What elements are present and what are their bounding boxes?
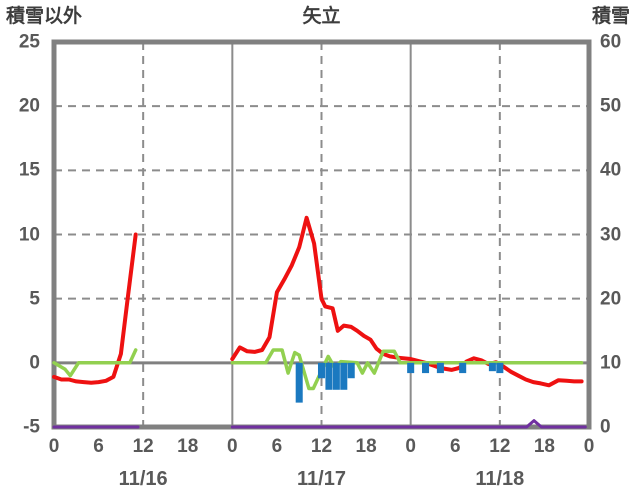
blue-bars-bar [325,362,333,390]
left-axis-tick: 5 [29,288,40,310]
day-label: 11/17 [297,468,346,490]
x-axis-tick: 12 [132,436,154,457]
left-axis-tick: 20 [18,95,40,117]
blue-bars-bar [295,362,303,403]
right-axis-title: 積雪 [591,6,630,27]
x-axis-tick: 12 [310,436,333,457]
x-axis-tick: 0 [583,436,595,457]
right-axis-tick: 10 [600,352,622,374]
blue-bars-bar [436,362,444,374]
blue-bars-bar [332,362,340,390]
right-axis-tick: 30 [600,224,622,245]
red-line [230,215,584,388]
x-axis-tick: 6 [271,436,283,457]
blue-bars-bar [496,362,504,374]
blue-bars-bar [317,362,326,379]
blue-bars-bar [347,362,355,379]
x-axis-tick: 0 [48,436,60,457]
green-line [230,348,584,391]
left-axis-tick: 0 [29,352,40,374]
x-axis-tick: 0 [405,436,416,457]
right-axis-tick: 0 [600,416,611,438]
chart-title: 矢立 [302,6,341,27]
blue-bars-bar [340,362,348,390]
left-axis-title: 積雪以外 [6,6,83,27]
blue-bars-bar [459,362,467,374]
x-axis-tick: 6 [449,436,461,457]
blue-bars-bar [407,362,415,374]
left-axis-tick: 10 [18,224,40,245]
left-axis-tick: 25 [18,31,40,53]
right-axis-tick: 50 [600,95,622,117]
x-axis-tick: 12 [489,436,511,457]
blue-bars-bar [422,362,430,374]
left-axis-tick: 15 [18,159,40,181]
right-axis-tick: 20 [600,288,622,310]
snow-depth-purple-line [230,419,587,429]
red-line [52,232,138,385]
x-axis-tick: 18 [533,436,555,457]
right-axis-tick: 60 [600,31,622,53]
right-axis-tick: 40 [600,159,622,181]
left-axis-tick: -5 [23,416,40,438]
x-axis-tick: 18 [355,436,377,457]
x-axis-tick: 18 [177,436,199,457]
x-axis-tick: 0 [227,436,238,457]
blue-bars-bar [488,362,496,372]
green-line [52,348,138,378]
day-label: 11/18 [475,468,525,490]
x-axis-tick: 6 [93,436,104,457]
day-label: 11/16 [118,468,168,490]
